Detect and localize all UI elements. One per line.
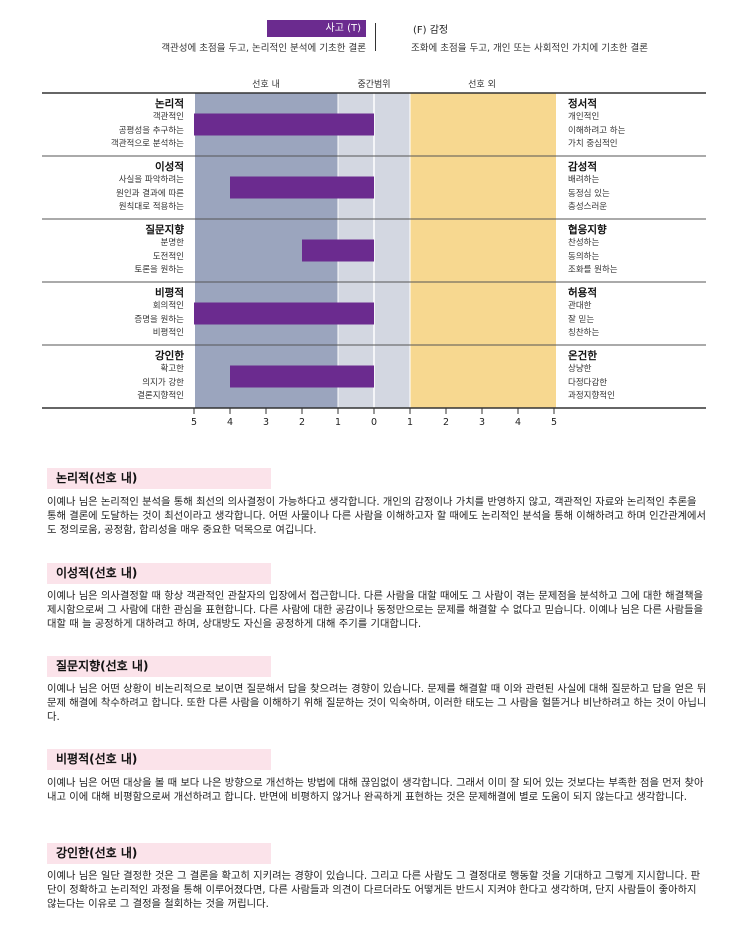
feeling-title: (F) 감정 — [413, 25, 449, 36]
trait-descriptor: 공평성을 추구하는 — [118, 125, 184, 136]
trait-descriptor: 객관적으로 분석하는 — [110, 139, 184, 149]
axis-tick-label: 4 — [226, 417, 234, 428]
zone-mid-right — [374, 93, 410, 408]
thinking-description: 객관성에 초점을 두고, 논리적인 분석에 기초한 결론 — [161, 43, 366, 54]
section-body: 이예나 님은 일단 결정한 것은 그 결론을 확고히 지키려는 경향이 있습니다… — [47, 870, 701, 910]
trait-descriptor: 찬성하는 — [568, 238, 600, 248]
trait-title: 논리적 — [155, 98, 184, 110]
trait-descriptor: 결론지향적인 — [137, 391, 184, 401]
section-heading: 논리적(선호 내) — [47, 468, 271, 489]
trait-title: 이성적 — [155, 161, 184, 173]
axis-tick-label: 3 — [478, 417, 486, 428]
trait-descriptor: 개인적인 — [568, 112, 600, 122]
trait-descriptor: 상냥한 — [568, 364, 592, 374]
trait-descriptor: 조화를 원하는 — [568, 265, 618, 275]
trait-descriptor: 분명한 — [160, 238, 184, 248]
score-bar — [230, 176, 374, 199]
zone-outer-right — [410, 93, 556, 408]
trait-title: 감성적 — [568, 161, 597, 173]
trait-title: 강인한 — [155, 350, 184, 362]
trait-descriptor: 비평적인 — [152, 328, 184, 338]
section-body: 이예나 님은 어떤 대상을 볼 때 보다 나은 방향으로 개선하는 방법에 대해… — [47, 777, 704, 803]
trait-descriptor: 다정다감한 — [568, 377, 608, 388]
axis-tick-label: 1 — [334, 417, 342, 428]
trait-descriptor: 증명을 원하는 — [134, 314, 184, 325]
preference-chart — [42, 92, 706, 414]
trait-descriptor: 의지가 강한 — [142, 377, 184, 388]
trait-descriptor: 원인과 결과에 따른 — [116, 188, 184, 199]
zone-label-outer: 선호 외 — [468, 80, 496, 90]
zone-label-inner: 선호 내 — [252, 80, 280, 90]
axis-tick-label: 2 — [442, 417, 450, 428]
section-body: 이예나 님은 의사결정할 때 항상 객관적인 관찰자의 입장에서 접근합니다. … — [47, 590, 704, 630]
trait-descriptor: 충성스러운 — [568, 202, 608, 212]
trait-descriptor: 잘 믿는 — [568, 314, 595, 325]
trait-descriptor: 관대한 — [568, 301, 592, 311]
trait-title: 정서적 — [568, 98, 597, 110]
score-bar — [302, 239, 374, 262]
axis-tick-label: 5 — [550, 417, 558, 428]
zone-label-mid: 중간범위 — [357, 80, 391, 90]
trait-descriptor: 확고한 — [160, 364, 184, 374]
trait-descriptor: 배려하는 — [568, 175, 600, 185]
section-body: 이예나 님은 논리적인 분석을 통해 최선의 의사결정이 가능하다고 생각합니다… — [47, 496, 706, 536]
trait-descriptor: 동정심 있는 — [568, 188, 610, 199]
trait-descriptor: 칭찬하는 — [568, 328, 600, 338]
section-heading: 질문지향(선호 내) — [47, 656, 271, 677]
trait-descriptor: 객관적인 — [152, 112, 184, 122]
trait-title: 협응지향 — [568, 224, 607, 236]
section-heading: 비평적(선호 내) — [47, 749, 271, 770]
trait-descriptor: 이해하려고 하는 — [568, 125, 626, 136]
trait-title: 온건한 — [568, 350, 597, 362]
axis-tick-label: 3 — [262, 417, 270, 428]
axis-tick-label: 2 — [298, 417, 306, 428]
section-heading: 강인한(선호 내) — [47, 843, 271, 864]
axis-tick-label: 5 — [190, 417, 198, 428]
trait-title: 허용적 — [568, 287, 597, 299]
trait-title: 질문지향 — [145, 224, 184, 236]
trait-descriptor: 회의적인 — [152, 301, 184, 311]
axis-tick-label: 4 — [514, 417, 522, 428]
trait-descriptor: 원칙대로 적용하는 — [118, 202, 184, 212]
trait-title: 비평적 — [155, 287, 184, 299]
trait-descriptor: 과정지향적인 — [568, 391, 615, 401]
feeling-description: 조화에 초점을 두고, 개인 또는 사회적인 가치에 기초한 결론 — [411, 43, 648, 54]
score-bar — [194, 113, 374, 136]
trait-descriptor: 사실을 파악하려는 — [118, 175, 184, 185]
thinking-badge: 사고 (T) — [267, 20, 366, 37]
score-bar — [194, 302, 374, 325]
score-bar — [230, 365, 374, 388]
axis-tick-label: 1 — [406, 417, 414, 428]
header-divider — [375, 23, 376, 51]
trait-descriptor: 가치 중심적인 — [568, 139, 618, 149]
trait-descriptor: 토론을 원하는 — [134, 265, 184, 275]
trait-descriptor: 동의하는 — [568, 251, 600, 262]
trait-descriptor: 도전적인 — [152, 251, 184, 262]
section-body: 이예나 님은 어떤 상황이 비논리적으로 보이면 질문해서 답을 찾으려는 경향… — [47, 683, 707, 723]
axis-tick-label: 0 — [370, 417, 378, 428]
section-heading: 이성적(선호 내) — [47, 563, 271, 584]
